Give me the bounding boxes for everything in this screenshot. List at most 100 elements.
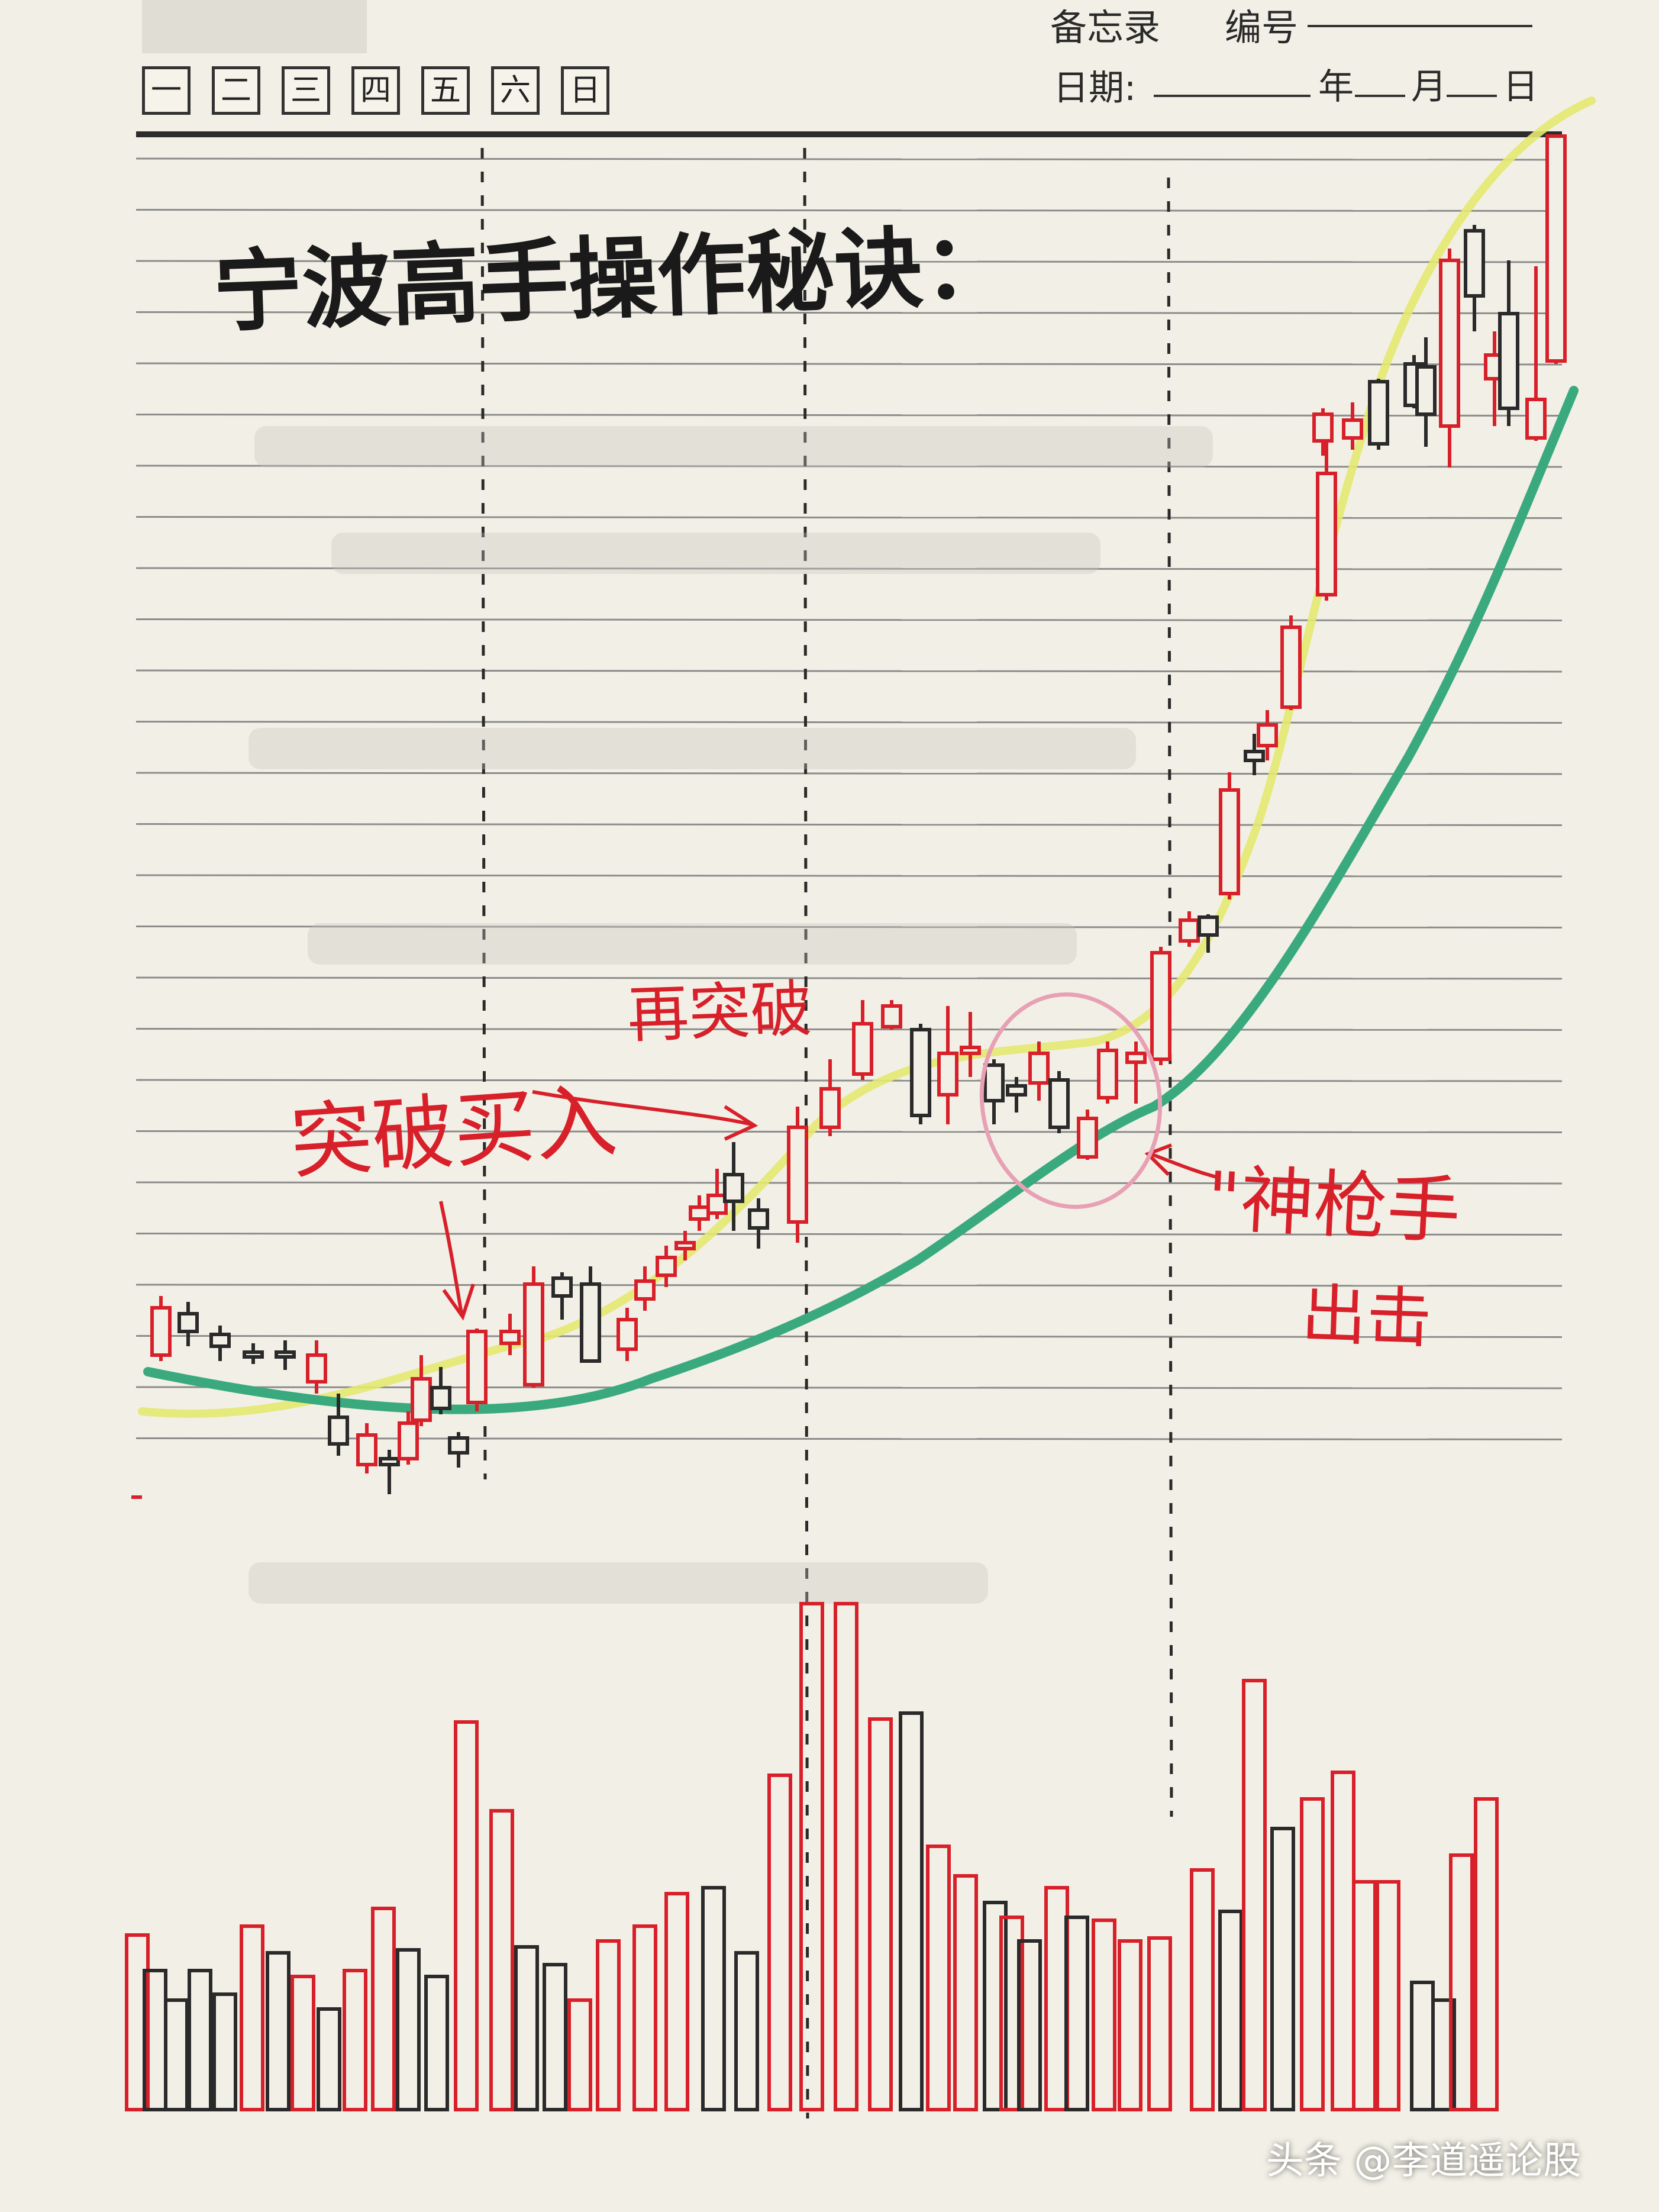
ruled-line [135,1335,1563,1338]
candle-body [1342,418,1363,440]
ruled-line [135,516,1563,519]
volume-bar-8 [291,1975,315,2111]
candle-body [674,1241,696,1250]
candle-body [1219,788,1240,895]
volume-bar-50 [1474,1797,1499,2111]
dashed-dividers [480,147,1173,2119]
volume-bar-42 [1270,1827,1295,2111]
candle-body [448,1436,469,1455]
ruled-line [135,669,1563,673]
candle-28 [819,1059,841,1136]
weekday-box-fri: 五 [421,66,470,115]
ghost-stroke [248,728,1136,769]
volume-bar-5 [212,1992,237,2111]
ruled-line [135,362,1563,366]
candle-body [937,1052,958,1097]
header-rule-thick [136,131,1562,137]
candle-body [1179,918,1200,943]
candle-39 [1097,1041,1118,1104]
candle-body [852,1022,873,1076]
candle-15 [499,1314,521,1355]
arrow-right-shaft [532,1090,752,1126]
volume-bar-15 [489,1809,514,2111]
ruled-line [135,1233,1563,1236]
volume-bar-13 [424,1975,449,2111]
volume-bar-27 [868,1717,893,2111]
month-label: 月 [1411,66,1447,108]
candle-body [1316,472,1337,596]
candle-25 [723,1142,744,1231]
volume-bar-20 [632,1924,657,2111]
volume-bar-14 [454,1720,479,2111]
candle-body [209,1333,231,1348]
ghost-stroke [331,533,1100,574]
candle-body [243,1350,264,1359]
candle-body [1097,1049,1118,1099]
arrow-down-shaft [439,1201,463,1314]
ruled-line [135,874,1563,878]
candle-31 [910,1024,931,1124]
volume-bar-43 [1300,1797,1325,2111]
candle-30 [881,1000,902,1030]
candle-51 [1368,379,1389,450]
year-label: 年 [1318,66,1354,108]
candle-59 [1545,134,1567,364]
volume-bar-21 [664,1892,689,2111]
candle-body [379,1457,400,1466]
candle-26 [748,1198,769,1249]
candle-46 [1257,710,1278,760]
ghost-text-bleed [248,426,1213,1604]
highlight-circle [979,992,1163,1209]
candle-9 [379,1450,400,1494]
arrow-left-shaft [1150,1152,1219,1179]
candle-body [499,1330,521,1345]
ruled-line [135,157,1563,161]
candle-54 [1439,249,1460,467]
volume-bar-32 [999,1916,1024,2111]
candle-body [275,1350,296,1359]
dashed-divider [480,147,487,1480]
candle-body [1150,951,1171,1061]
candle-body [1545,134,1567,363]
day-label: 日 [1503,66,1538,108]
candle-body [551,1276,573,1298]
candle-22 [674,1231,696,1260]
candle-body [580,1282,601,1363]
annotation-group [131,992,1219,1499]
volume-bar-19 [596,1939,621,2111]
candle-body [910,1028,931,1117]
candle-6 [306,1340,327,1394]
ruled-line [135,926,1563,928]
candle-38 [1077,1110,1098,1160]
volume-bar-22 [701,1886,726,2111]
header-logo-icons [142,0,367,53]
watermark-text: 头条 @李道遥论股 [1266,2139,1581,2183]
volume-bar-group [125,1602,1499,2111]
candle-body [177,1312,199,1333]
ruled-line [135,1284,1563,1287]
volume-bar-48 [1431,1998,1456,2111]
ruled-line [135,772,1563,775]
volume-bar-49 [1449,1853,1474,2111]
dashed-divider [803,147,809,2119]
volume-bar-41 [1242,1679,1267,2111]
label-breakout-entry: 突破买入 [287,1072,620,1191]
candle-41 [1150,947,1171,1065]
volume-bar-16 [514,1945,539,2111]
arrow-down-head [442,1284,475,1321]
ruled-line [135,823,1563,826]
volume-bar-1 [125,1933,150,2111]
arrow-right-head [724,1105,759,1141]
candle-7 [328,1394,349,1456]
candle-body [819,1087,841,1129]
weekday-box-thu: 四 [351,66,400,115]
candle-body [150,1306,172,1357]
label-god-hand: "神枪手 [1204,1156,1463,1255]
candle-body [1312,412,1334,443]
candle-36 [1028,1041,1050,1101]
volume-bar-4 [188,1969,212,2111]
volume-bar-31 [983,1901,1008,2111]
weekday-box-tue: 二 [212,66,260,115]
ruled-line [135,465,1563,468]
candle-body [1244,750,1265,762]
